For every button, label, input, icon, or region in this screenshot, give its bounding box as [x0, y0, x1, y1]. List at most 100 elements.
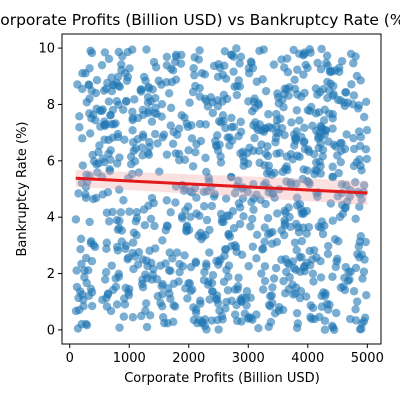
- data-point: [247, 197, 256, 207]
- data-point: [108, 207, 117, 217]
- data-point: [246, 222, 255, 231]
- data-point: [225, 141, 234, 150]
- data-point: [341, 88, 351, 97]
- data-point: [257, 140, 266, 149]
- data-point: [197, 68, 207, 78]
- data-point: [359, 267, 369, 276]
- data-point: [85, 129, 95, 138]
- data-point: [180, 155, 190, 164]
- data-point: [342, 130, 351, 139]
- data-point: [132, 207, 142, 217]
- data-point: [187, 134, 197, 143]
- data-point: [100, 48, 110, 57]
- data-point: [132, 230, 141, 240]
- data-point: [100, 135, 109, 144]
- data-point: [243, 187, 253, 197]
- data-point: [195, 211, 204, 221]
- data-point: [180, 113, 189, 122]
- data-point: [191, 81, 200, 91]
- data-point: [299, 138, 309, 147]
- data-point: [141, 299, 151, 308]
- data-point: [74, 189, 83, 198]
- data-point: [142, 322, 152, 332]
- data-point: [158, 290, 167, 299]
- data-point: [340, 273, 349, 283]
- trend-confidence-band: [75, 169, 368, 205]
- data-point: [153, 139, 162, 148]
- data-point: [116, 208, 126, 217]
- data-point: [272, 237, 282, 247]
- data-point: [78, 134, 87, 143]
- data-point: [263, 213, 273, 223]
- data-point: [71, 215, 81, 224]
- data-point: [314, 222, 323, 231]
- data-point: [74, 293, 83, 303]
- data-point: [164, 89, 174, 98]
- data-point: [85, 64, 94, 73]
- data-point: [97, 60, 107, 70]
- data-point: [107, 261, 116, 270]
- data-point: [145, 246, 154, 255]
- data-point: [252, 230, 262, 240]
- data-point: [146, 214, 156, 224]
- data-point: [194, 55, 204, 64]
- data-point: [293, 319, 303, 328]
- data-point: [79, 302, 88, 311]
- data-point: [145, 137, 154, 147]
- data-point: [248, 242, 258, 251]
- y-tick-label: 6: [47, 154, 55, 169]
- data-point: [89, 157, 99, 166]
- data-point: [210, 189, 220, 199]
- data-point: [280, 289, 290, 298]
- data-point: [249, 97, 259, 106]
- data-point: [162, 78, 171, 87]
- data-point: [183, 294, 192, 303]
- data-point: [164, 266, 174, 275]
- data-point: [331, 142, 340, 151]
- data-point: [162, 61, 172, 70]
- data-point: [297, 236, 307, 246]
- data-point: [227, 113, 236, 123]
- data-point: [124, 288, 133, 297]
- data-point: [205, 248, 214, 257]
- data-point: [317, 302, 326, 311]
- data-point: [169, 317, 178, 327]
- data-point: [117, 226, 127, 235]
- data-point: [304, 222, 314, 232]
- data-point: [77, 259, 86, 269]
- data-point: [183, 202, 193, 211]
- data-point: [185, 279, 194, 288]
- data-point: [162, 150, 172, 159]
- data-point: [71, 306, 81, 316]
- data-point: [285, 83, 294, 92]
- data-point: [230, 310, 240, 319]
- data-point: [108, 80, 118, 90]
- data-point: [229, 67, 238, 76]
- data-point: [240, 309, 250, 318]
- data-point: [186, 286, 195, 296]
- data-point: [295, 116, 304, 125]
- data-point: [205, 295, 214, 304]
- data-point: [138, 282, 148, 292]
- data-point: [266, 228, 275, 238]
- data-point: [267, 291, 277, 300]
- data-point: [268, 189, 277, 198]
- data-point: [168, 66, 178, 75]
- data-point: [292, 106, 301, 115]
- data-point: [313, 58, 322, 68]
- data-point: [358, 274, 367, 283]
- data-point: [140, 221, 150, 230]
- data-point: [128, 107, 137, 117]
- data-point: [320, 325, 330, 334]
- data-point: [162, 52, 172, 62]
- data-point: [292, 201, 302, 210]
- data-point: [113, 246, 123, 255]
- data-point: [166, 103, 176, 113]
- data-point: [144, 150, 154, 159]
- data-point: [158, 236, 167, 245]
- data-point: [359, 112, 369, 122]
- data-point: [144, 108, 153, 118]
- data-point: [292, 193, 302, 202]
- data-point: [106, 110, 115, 120]
- data-point: [278, 305, 288, 315]
